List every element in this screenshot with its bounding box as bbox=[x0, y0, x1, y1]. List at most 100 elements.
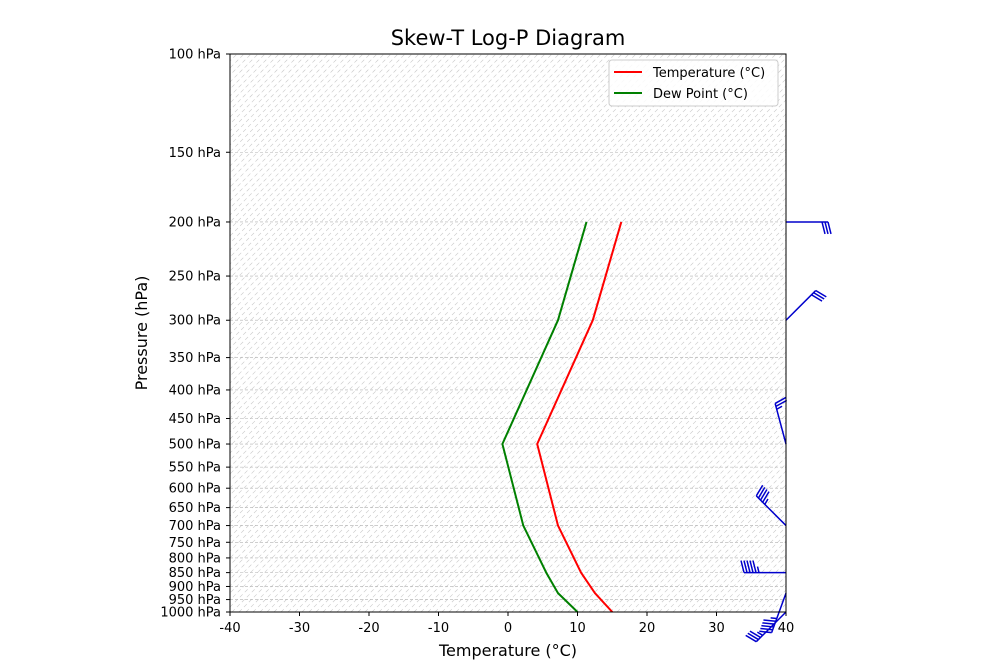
wind-barb-half-feather bbox=[764, 498, 769, 505]
skewed-isotherm bbox=[329, 155, 786, 612]
wind-barb-feather bbox=[775, 399, 788, 408]
y-tick-label: 400 hPa bbox=[169, 383, 221, 398]
wind-barb bbox=[785, 289, 827, 321]
skewed-isotherm bbox=[230, 54, 525, 349]
wind-barb-feather bbox=[774, 396, 787, 405]
y-axis-label: Pressure (hPa) bbox=[132, 276, 151, 391]
y-tick-label: 500 hPa bbox=[169, 438, 221, 453]
y-tick-label: 200 hPa bbox=[169, 215, 221, 230]
skewed-isotherm bbox=[259, 85, 786, 612]
x-tick-label: -40 bbox=[219, 621, 240, 636]
skewed-isotherm bbox=[343, 169, 786, 612]
wind-barb-feather bbox=[759, 630, 772, 634]
chart-title: Skew-T Log-P Diagram bbox=[391, 26, 626, 50]
skewed-isotherm bbox=[252, 78, 786, 612]
wind-barb-half-feather bbox=[756, 566, 760, 573]
skewed-isotherm bbox=[230, 54, 595, 419]
wind-barbs bbox=[740, 221, 832, 643]
wind-barb-staff bbox=[755, 495, 787, 527]
skewed-isotherm bbox=[230, 54, 658, 482]
skewed-isotherm bbox=[336, 162, 786, 612]
x-tick-label: -30 bbox=[289, 621, 310, 636]
skewed-isotherm bbox=[784, 610, 786, 612]
skewed-isotherm bbox=[230, 54, 518, 342]
skewed-isotherm bbox=[230, 54, 560, 384]
skewed-isotherm bbox=[230, 54, 644, 468]
y-tick-label: 900 hPa bbox=[169, 580, 221, 595]
skewed-isotherm bbox=[763, 589, 786, 612]
series-layer bbox=[501, 221, 623, 612]
wind-barb-half-feather bbox=[776, 405, 783, 410]
skewed-isotherm bbox=[231, 57, 786, 612]
skewed-isotherm bbox=[770, 596, 786, 612]
skewed-isotherm bbox=[420, 246, 786, 612]
skewed-isotherm bbox=[357, 183, 786, 612]
wind-barb-feather bbox=[755, 484, 764, 497]
skewed-isotherm bbox=[406, 232, 786, 612]
wind-barb-feather bbox=[761, 624, 774, 628]
skewed-isotherm bbox=[230, 54, 742, 566]
wind-barb-feather bbox=[811, 294, 823, 302]
y-tick-label: 650 hPa bbox=[169, 501, 221, 516]
skewed-isotherm bbox=[749, 575, 786, 612]
skewed-isotherm bbox=[230, 54, 756, 580]
skewed-isotherm bbox=[230, 54, 581, 405]
legend: Temperature (°C) Dew Point (°C) bbox=[608, 59, 779, 107]
wind-barb-staff bbox=[785, 290, 817, 321]
skewed-isotherm bbox=[399, 225, 786, 612]
skewed-isotherm bbox=[497, 323, 786, 612]
skewed-isotherm bbox=[230, 54, 623, 447]
skewed-isotherm bbox=[301, 127, 786, 612]
wind-barb-feather bbox=[747, 632, 759, 641]
x-tick-label: 10 bbox=[569, 621, 586, 636]
skewed-isotherm bbox=[504, 330, 786, 612]
wind-barb-feather bbox=[762, 622, 775, 625]
wind-barb-feather bbox=[746, 560, 751, 573]
x-tick-label: 20 bbox=[639, 621, 656, 636]
wind-barb-feather bbox=[749, 630, 761, 639]
skewed-isotherm bbox=[230, 54, 588, 412]
y-tick-label: 450 hPa bbox=[169, 412, 221, 427]
skewed-isotherm bbox=[490, 316, 786, 612]
wind-barb-feather bbox=[821, 221, 826, 235]
y-tick-label: 600 hPa bbox=[169, 482, 221, 497]
skewed-isotherm bbox=[230, 54, 630, 454]
y-tick-label: 850 hPa bbox=[169, 566, 221, 581]
wind-barb-feather bbox=[760, 627, 773, 631]
skewed-isotherm bbox=[392, 218, 786, 612]
skewed-isotherm bbox=[455, 281, 786, 612]
skewed-isotherm bbox=[427, 253, 786, 612]
y-axis-ticks: 100 hPa 150 hPa 200 hPa 250 hPa 300 hPa 350 h… bbox=[160, 48, 230, 621]
x-axis-label: Temperature (°C) bbox=[438, 641, 577, 660]
wind-barb-feather bbox=[763, 619, 776, 623]
wind-barb bbox=[740, 560, 786, 574]
skewed-isotherm bbox=[230, 54, 665, 489]
wind-barb-feather bbox=[745, 634, 757, 643]
y-tick-label: 150 hPa bbox=[169, 146, 221, 161]
y-tick-label: 100 hPa bbox=[169, 48, 221, 63]
wind-barb-feather bbox=[762, 491, 770, 503]
skewed-isotherm bbox=[238, 64, 786, 612]
skewed-isotherm bbox=[245, 71, 786, 612]
wind-barb-feather bbox=[824, 221, 829, 235]
skewed-isotherm bbox=[322, 148, 786, 612]
skewed-isotherm bbox=[230, 54, 777, 601]
skewed-isotherm bbox=[230, 54, 763, 587]
wind-barb-half-feather bbox=[770, 617, 777, 620]
x-tick-label: -20 bbox=[358, 621, 379, 636]
wind-barb-feather bbox=[740, 560, 745, 573]
wind-barb-feather bbox=[749, 560, 754, 573]
skewed-isotherm bbox=[777, 603, 786, 612]
skewed-isotherm bbox=[315, 141, 786, 612]
x-axis-ticks: -40 -30 -20 -10 0 10 20 30 40 bbox=[219, 612, 794, 636]
y-tick-label: 950 hPa bbox=[169, 593, 221, 608]
skewed-isotherm bbox=[230, 54, 511, 335]
dew-point-line bbox=[501, 221, 588, 612]
wind-barb-feather bbox=[757, 486, 766, 499]
skewed-isotherm bbox=[294, 120, 786, 612]
skewed-isotherm bbox=[364, 190, 786, 612]
skewed-isotherms bbox=[230, 54, 786, 612]
wind-barb-feather bbox=[743, 560, 748, 573]
legend-box bbox=[608, 59, 779, 107]
